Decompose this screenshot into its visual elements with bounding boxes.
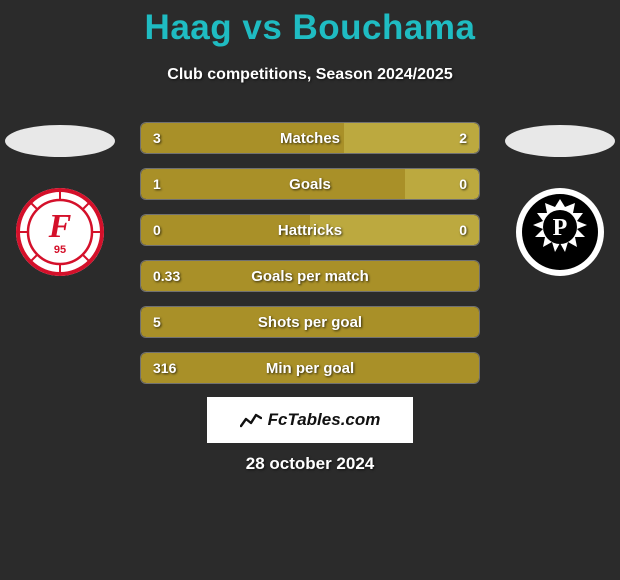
svg-text:F: F bbox=[48, 208, 72, 245]
stat-row: 3Matches2 bbox=[140, 122, 480, 154]
stat-value-right: 2 bbox=[459, 123, 467, 153]
watermark-text: FcTables.com bbox=[268, 410, 381, 430]
stat-label: Goals per match bbox=[141, 261, 479, 291]
stat-label: Goals bbox=[141, 169, 479, 199]
preussen-crest-icon: P bbox=[513, 185, 607, 279]
player-photo-placeholder-left bbox=[5, 125, 115, 157]
stat-label: Matches bbox=[141, 123, 479, 153]
right-column: P bbox=[500, 125, 620, 279]
stat-label: Shots per goal bbox=[141, 307, 479, 337]
stat-label: Min per goal bbox=[141, 353, 479, 383]
fortuna-crest-icon: F 95 bbox=[13, 185, 107, 279]
player-photo-placeholder-right bbox=[505, 125, 615, 157]
stats-container: 3Matches21Goals00Hattricks00.33Goals per… bbox=[140, 122, 480, 398]
subtitle: Club competitions, Season 2024/2025 bbox=[0, 66, 620, 84]
left-column: F 95 bbox=[0, 125, 120, 279]
stat-value-right: 0 bbox=[459, 169, 467, 199]
date-text: 28 october 2024 bbox=[0, 454, 620, 474]
stat-row: 0.33Goals per match bbox=[140, 260, 480, 292]
stat-value-right: 0 bbox=[459, 215, 467, 245]
stat-row: 5Shots per goal bbox=[140, 306, 480, 338]
svg-text:95: 95 bbox=[54, 244, 66, 256]
stat-row: 0Hattricks0 bbox=[140, 214, 480, 246]
watermark-badge: FcTables.com bbox=[207, 397, 413, 443]
page-title: Haag vs Bouchama bbox=[0, 0, 620, 48]
stat-row: 316Min per goal bbox=[140, 352, 480, 384]
chart-icon bbox=[240, 411, 262, 429]
club-crest-left: F 95 bbox=[13, 185, 107, 279]
club-crest-right: P bbox=[513, 185, 607, 279]
stat-row: 1Goals0 bbox=[140, 168, 480, 200]
svg-text:P: P bbox=[553, 215, 568, 241]
stat-label: Hattricks bbox=[141, 215, 479, 245]
